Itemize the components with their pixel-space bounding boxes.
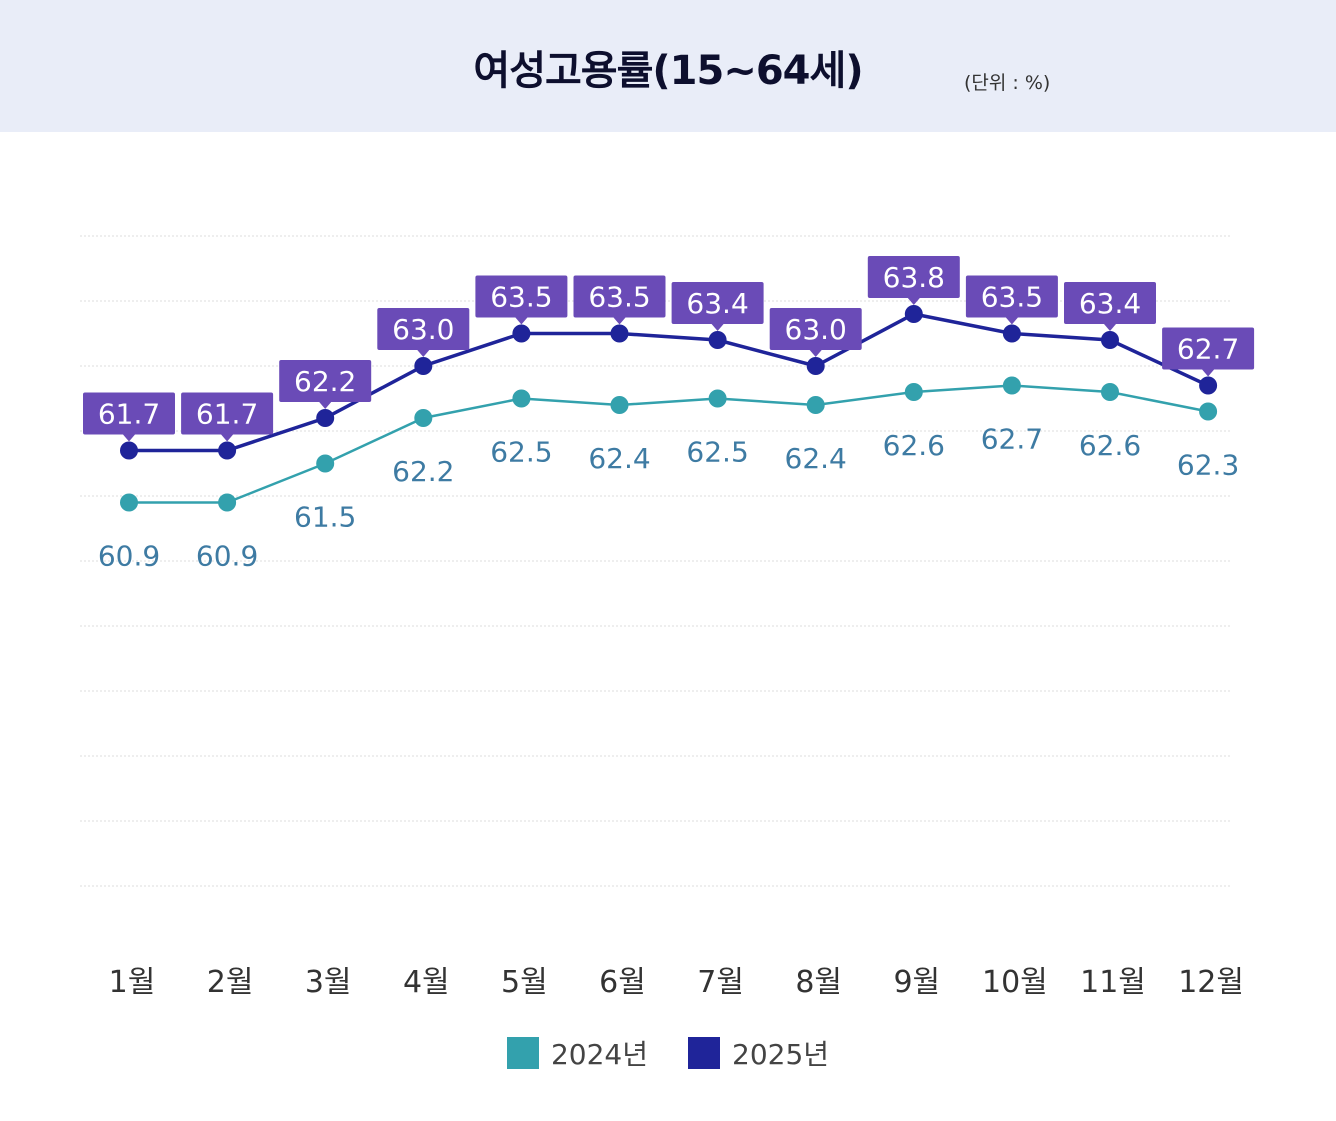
- data-label: 62.2: [392, 455, 454, 488]
- data-point: [512, 324, 531, 343]
- legend-item-2024: 2024년: [506, 1033, 648, 1073]
- data-label-box: [475, 275, 568, 318]
- data-label: 61.7: [196, 398, 258, 431]
- data-label-pointer: [1202, 369, 1215, 377]
- data-label: 60.9: [98, 540, 160, 573]
- x-tick-label: 10월: [982, 965, 1048, 1000]
- data-label: 62.7: [1177, 333, 1239, 366]
- x-tick-label: 4월: [403, 965, 450, 1000]
- data-point: [904, 383, 923, 401]
- data-point: [218, 441, 237, 460]
- data-label: 60.9: [196, 540, 258, 573]
- data-label-box: [1162, 327, 1255, 370]
- data-label-box: [377, 308, 470, 350]
- chart-header: 여성고용률(15~64세) (단위 : %): [0, 0, 1336, 132]
- chart-title: 여성고용률(15~64세): [473, 48, 863, 94]
- legend-label-2025: 2025년: [732, 1038, 830, 1071]
- data-label: 62.7: [981, 423, 1043, 456]
- data-label: 61.5: [294, 501, 356, 534]
- data-label-pointer: [515, 317, 528, 325]
- data-label: 62.5: [686, 436, 748, 469]
- data-label: 63.5: [588, 281, 650, 314]
- data-point: [414, 357, 433, 375]
- data-label-pointer: [221, 434, 234, 442]
- x-tick-label: 12월: [1178, 965, 1244, 1000]
- data-label-pointer: [809, 350, 822, 357]
- x-tick-label: 6월: [599, 965, 646, 1000]
- data-point: [316, 409, 335, 427]
- data-label: 61.7: [98, 398, 160, 431]
- data-label: 63.5: [490, 281, 552, 314]
- legend-label-2024: 2024년: [550, 1038, 648, 1071]
- data-point: [806, 396, 825, 414]
- data-label: 62.4: [785, 442, 847, 475]
- data-label-pointer: [123, 434, 135, 442]
- data-label-box: [181, 392, 274, 435]
- unit-label: (단위 : %): [964, 72, 1051, 94]
- legend-swatch-2024: [506, 1037, 539, 1069]
- x-tick-label: 3월: [305, 965, 352, 1000]
- data-point: [610, 396, 629, 414]
- data-point: [904, 305, 923, 323]
- data-label: 62.3: [1177, 449, 1239, 482]
- data-label: 63.4: [686, 287, 748, 320]
- x-tick-label: 8월: [795, 965, 842, 1000]
- data-label-pointer: [1005, 317, 1018, 325]
- x-tick-label: 1월: [109, 965, 156, 1000]
- data-label-box: [1064, 282, 1156, 324]
- legend-item-2025: 2025년: [688, 1033, 829, 1073]
- data-point: [414, 409, 433, 427]
- data-label: 62.2: [294, 365, 356, 398]
- x-tick-label: 2월: [207, 965, 254, 1000]
- data-point: [1101, 383, 1119, 401]
- data-label-box: [769, 308, 862, 350]
- data-label: 63.0: [392, 313, 454, 346]
- data-point: [1101, 331, 1119, 349]
- data-label-box: [671, 282, 764, 324]
- data-label: 62.4: [588, 442, 650, 475]
- data-label-pointer: [319, 402, 332, 409]
- data-label: 62.6: [883, 429, 945, 462]
- x-tick-label: 7월: [697, 965, 744, 1000]
- data-point: [120, 441, 138, 460]
- legend: 2024년 2025년: [0, 1033, 1336, 1073]
- data-label: 63.5: [981, 281, 1043, 314]
- data-point: [806, 357, 825, 375]
- data-label-pointer: [1104, 324, 1116, 331]
- legend-swatch-2025: [688, 1037, 720, 1069]
- data-point: [1199, 376, 1218, 395]
- data-point: [1002, 324, 1021, 343]
- x-tick-label: 9월: [893, 965, 940, 1000]
- data-label-pointer: [711, 324, 724, 331]
- data-label-pointer: [613, 317, 626, 325]
- data-label-box: [573, 275, 666, 318]
- data-label: 63.4: [1079, 287, 1141, 320]
- data-point: [120, 493, 138, 512]
- data-label: 63.8: [883, 261, 945, 294]
- data-point: [316, 454, 335, 473]
- data-label-box: [867, 256, 960, 298]
- data-point: [1199, 402, 1218, 421]
- x-tick-label: 5월: [501, 965, 548, 1000]
- data-point: [512, 389, 531, 408]
- x-tick-label: 11월: [1080, 965, 1146, 1000]
- data-point: [610, 324, 629, 343]
- data-label-box: [965, 275, 1058, 318]
- data-label-pointer: [417, 350, 430, 357]
- data-point: [708, 389, 727, 408]
- data-label-box: [83, 392, 175, 435]
- series-line-2025년: [129, 312, 1209, 453]
- data-label: 63.0: [785, 313, 847, 346]
- data-point: [1002, 376, 1021, 395]
- data-point: [708, 331, 727, 349]
- data-label-box: [279, 360, 372, 402]
- series-line-2024년: [129, 384, 1209, 504]
- data-label: 62.6: [1079, 429, 1141, 462]
- data-point: [218, 493, 237, 512]
- data-label-pointer: [907, 298, 920, 305]
- data-label: 62.5: [490, 436, 552, 469]
